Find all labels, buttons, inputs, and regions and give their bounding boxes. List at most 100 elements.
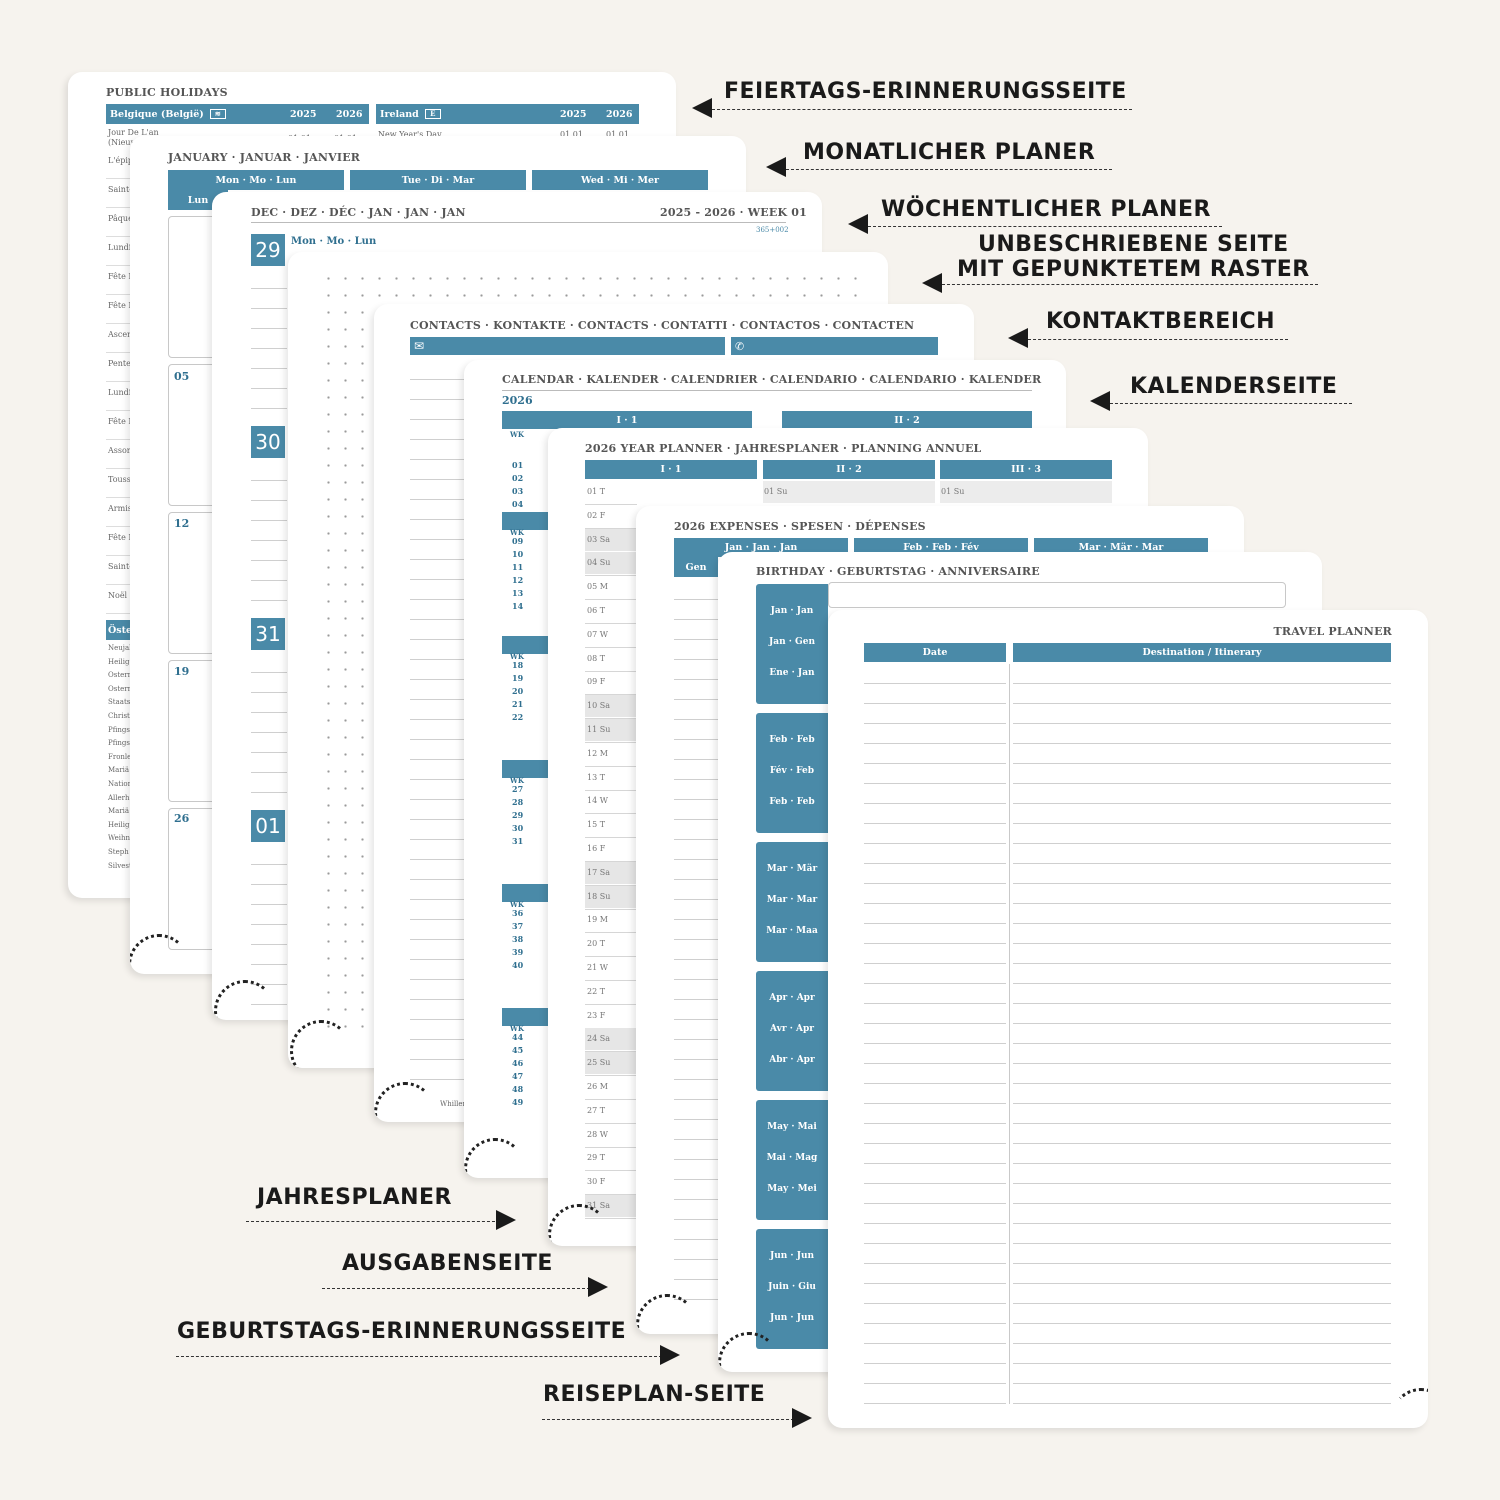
week-number: 12 bbox=[512, 575, 524, 585]
row-divider bbox=[585, 527, 637, 529]
corner-decoration bbox=[636, 1294, 698, 1334]
destination-lines bbox=[1013, 664, 1391, 1404]
callout-year: JAHRESPLANER bbox=[257, 1185, 452, 1210]
row-divider bbox=[106, 265, 130, 266]
holiday-name: Pente bbox=[108, 359, 131, 368]
dashed-line bbox=[176, 1356, 662, 1357]
week-number: 44 bbox=[512, 1032, 524, 1042]
corner-decoration bbox=[1390, 1388, 1428, 1428]
week-number: 2025 - 2026 · WEEK 01 bbox=[660, 206, 807, 219]
title-rule bbox=[251, 222, 786, 223]
holiday-name: Jour De L'an bbox=[108, 128, 159, 137]
month-label: Apr · Apr bbox=[769, 993, 815, 1003]
wk-label: WK bbox=[510, 1024, 524, 1033]
block-header bbox=[502, 636, 548, 654]
page-title: BIRTHDAY · GEBURTSTAG · ANNIVERSAIRE bbox=[756, 565, 1040, 578]
quarter-header: I · 1 bbox=[502, 411, 752, 429]
holiday-name: Saint- bbox=[108, 562, 132, 571]
row-divider bbox=[106, 178, 130, 179]
month-group bbox=[756, 842, 828, 962]
corner-decoration bbox=[374, 1082, 436, 1122]
day-cell: 22 T bbox=[587, 986, 606, 996]
weekend-shade bbox=[585, 1052, 637, 1075]
week-date: 26 bbox=[174, 812, 190, 825]
holiday-name: Pfings bbox=[108, 725, 130, 734]
day-cell: 19 M bbox=[587, 915, 608, 925]
holiday-name: Staats bbox=[108, 698, 131, 707]
holiday-name: Fête N bbox=[108, 417, 136, 426]
row-divider bbox=[585, 623, 637, 624]
week-number: 19 bbox=[512, 673, 524, 683]
day-cell: 14 W bbox=[587, 796, 608, 806]
row-divider bbox=[585, 599, 637, 601]
holiday-name: Fête D bbox=[108, 272, 135, 281]
callout-dotted-line1: UNBESCHRIEBENE SEITE bbox=[978, 232, 1289, 257]
holiday-name: Heilig bbox=[108, 657, 130, 666]
row-divider bbox=[585, 932, 637, 934]
callout-calendar: KALENDERSEITE bbox=[1130, 374, 1338, 399]
month-label: Jun · Jun bbox=[769, 1251, 815, 1261]
quarter-header: II · 2 bbox=[782, 411, 1032, 429]
weekday-header: Tue · Di · Mar bbox=[350, 170, 526, 190]
page-title: DEC · DEZ · DÉC · JAN · JAN · JAN bbox=[251, 206, 466, 219]
date-column-header: Date bbox=[864, 643, 1006, 662]
arrow-left-icon bbox=[692, 98, 712, 118]
day-cell: 31 Sa bbox=[587, 1201, 610, 1210]
day-cell: 01 Su bbox=[941, 487, 965, 496]
holiday-name: Noël bbox=[108, 591, 128, 600]
week-number: 02 bbox=[512, 473, 524, 483]
row-divider bbox=[585, 908, 637, 910]
callout-contacts: KONTAKTBEREICH bbox=[1046, 309, 1276, 334]
row-divider bbox=[585, 742, 637, 743]
week-number: 14 bbox=[512, 601, 524, 611]
holiday-name: Touss bbox=[108, 475, 131, 484]
day-cell: 01 Su bbox=[764, 487, 788, 496]
holiday-name: Mariä bbox=[108, 766, 130, 775]
day-cell: 18 Su bbox=[587, 891, 611, 901]
holiday-name: New Year's Day bbox=[378, 130, 442, 139]
row-divider bbox=[106, 236, 130, 237]
arrow-right-icon bbox=[660, 1345, 680, 1365]
hour-lines bbox=[251, 653, 287, 808]
wk-label: WK bbox=[510, 652, 524, 661]
year-2026: 2026 bbox=[336, 108, 363, 120]
month-label: Mai · Mag bbox=[766, 1153, 818, 1163]
month-header-sub: Gen bbox=[674, 557, 718, 577]
row-divider bbox=[585, 861, 637, 862]
row-divider bbox=[106, 613, 130, 614]
week-number: 18 bbox=[512, 660, 524, 670]
entry-box bbox=[828, 582, 1286, 608]
holiday-name: Allerh bbox=[108, 793, 130, 802]
day-cell: 04 Su bbox=[587, 558, 611, 568]
weekday-header: Mon · Mo · Lun bbox=[168, 170, 344, 190]
week-number: 40 bbox=[512, 960, 524, 970]
week-number: 45 bbox=[512, 1045, 524, 1055]
month-group bbox=[756, 971, 828, 1091]
week-number: 10 bbox=[512, 549, 524, 559]
holiday-name: Ostern bbox=[108, 684, 133, 693]
holiday-name: Silvest bbox=[108, 861, 132, 870]
calendar-year: 2026 bbox=[502, 394, 533, 407]
dashed-line bbox=[322, 1288, 590, 1289]
arrow-right-icon bbox=[792, 1408, 812, 1428]
day-cell: 16 F bbox=[587, 844, 606, 853]
wk-label: WK bbox=[510, 900, 524, 909]
month-label: Mar · Mär bbox=[766, 864, 818, 874]
row-divider bbox=[106, 526, 130, 527]
day-cell: 09 F bbox=[587, 677, 606, 687]
row-divider bbox=[585, 1027, 637, 1029]
day-cell: 10 Sa bbox=[587, 701, 610, 711]
year-2026: 2026 bbox=[606, 108, 633, 120]
holiday-date: 01.01 bbox=[606, 130, 629, 139]
date-box: 30 bbox=[251, 426, 285, 458]
sunday-shade bbox=[763, 481, 935, 503]
section-header: Öster bbox=[106, 620, 130, 640]
destination-column-header: Destination / Itinerary bbox=[1013, 643, 1391, 662]
dashed-line bbox=[712, 109, 1132, 110]
arrow-left-icon bbox=[922, 273, 942, 293]
week-number: 20 bbox=[512, 686, 524, 696]
month-label: Jun · Jun bbox=[769, 1313, 815, 1323]
wk-label: WK bbox=[510, 528, 524, 537]
dashed-line bbox=[1110, 403, 1352, 404]
month-label: Avr · Apr bbox=[769, 1024, 814, 1034]
